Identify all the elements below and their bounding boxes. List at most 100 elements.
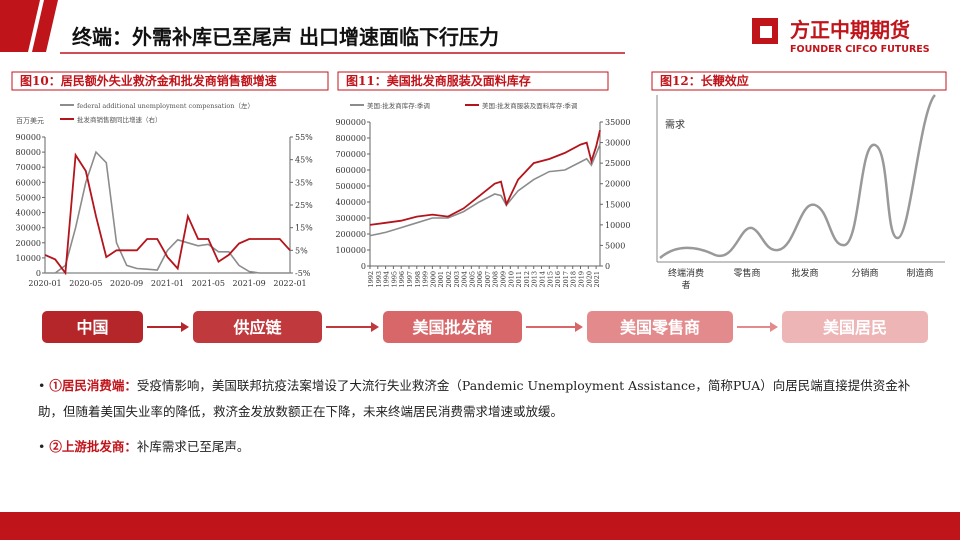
chart-title-box — [11, 71, 329, 91]
y-tick-label: 500000 — [335, 182, 366, 191]
x-tick-label: 1999 — [422, 271, 430, 288]
flow-box — [193, 311, 322, 343]
footer-bar — [0, 512, 960, 540]
x-tick-label: 2003 — [453, 271, 461, 288]
y-tick-label: 10000 — [16, 254, 41, 263]
series-line — [369, 129, 601, 226]
y2-tick-label: 25000 — [605, 159, 630, 168]
x-tick-label: 2016 — [554, 271, 562, 288]
bullet: • ①居民消费端：受疫情影响，美国联邦抗疫法案增设了大流行失业救济金（Pande… — [38, 378, 911, 419]
chart-title-box — [651, 71, 947, 91]
x-tick-label: 2004 — [461, 271, 469, 288]
flow-arrowhead — [575, 322, 583, 332]
y2-tick-label: 35000 — [605, 118, 630, 127]
x-tick-label: 2006 — [476, 271, 484, 288]
y-label: 需求 — [665, 119, 685, 131]
x-tick-label: 1994 — [383, 271, 391, 288]
x-tick-label: 1992 — [367, 271, 375, 288]
y-tick-label: 70000 — [16, 163, 41, 172]
x-tick-label: 2019 — [578, 271, 586, 288]
flow-box — [383, 311, 522, 343]
series-line — [44, 152, 291, 276]
y-tick-label: 800000 — [335, 134, 366, 143]
stage-label: 零售商 — [733, 267, 760, 279]
flow-label: 中国 — [76, 318, 108, 337]
y-tick-label: 40000 — [16, 209, 41, 218]
header-deco — [32, 0, 58, 52]
y-unit: 百万美元 — [16, 116, 44, 125]
flow-arrowhead — [181, 322, 189, 332]
brand: 方正中期期货 — [790, 18, 910, 42]
y2-tick-label: 35% — [295, 178, 313, 187]
bullet-text: 受疫情影响，美国联邦抗疫法案增设了大流行失业救济金（Pandemic Unemp… — [38, 378, 911, 419]
y-tick-label: 50000 — [16, 193, 41, 202]
y-tick-label: 900000 — [335, 118, 366, 127]
legend-label: 美国:批发商库存:季调 — [367, 101, 430, 110]
y2-tick-label: 20000 — [605, 180, 630, 189]
legend-label: 批发商销售额同比增速（右） — [77, 115, 162, 124]
bullet-lead: ②上游批发商： — [49, 439, 137, 454]
y2-tick-label: 55% — [295, 133, 313, 142]
legend-label: federal additional unemployment compensa… — [77, 101, 254, 110]
chart-title: 图10：居民额外失业救济金和批发商销售额增速 — [20, 73, 277, 88]
stage-label: 分销商 — [851, 267, 878, 279]
x-tick-label: 2012 — [523, 271, 531, 288]
y2-tick-label: 30000 — [605, 139, 630, 148]
y-tick-label: 100000 — [335, 246, 366, 255]
flow-arrowhead — [371, 322, 379, 332]
series-line — [369, 144, 601, 237]
stage-label: 终端消费者 — [668, 267, 704, 291]
flow-box — [782, 311, 928, 343]
flow-label: 供应链 — [232, 318, 282, 337]
flow-label: 美国居民 — [823, 318, 887, 337]
x-tick-label: 2000 — [429, 271, 437, 288]
x-tick-label: 2022-01 — [273, 279, 306, 288]
x-tick-label: 1997 — [406, 271, 414, 288]
y-tick-label: 30000 — [16, 224, 41, 233]
x-tick-label: 2021-09 — [233, 279, 266, 288]
y-tick-label: 20000 — [16, 239, 41, 248]
x-tick-label: 2002 — [445, 271, 453, 288]
y2-tick-label: 15% — [295, 224, 313, 233]
y-tick-label: 0 — [36, 269, 41, 278]
logo-icon — [760, 26, 772, 38]
x-tick-label: 1993 — [375, 271, 383, 288]
x-tick-label: 2009 — [500, 271, 508, 288]
y2-tick-label: 5% — [295, 246, 308, 255]
chart-title: 图12：长鞭效应 — [660, 73, 749, 88]
flow-arrowhead — [770, 322, 778, 332]
slide-title: 终端：外需补库已至尾声 出口增速面临下行压力 — [72, 25, 499, 49]
x-tick-label: 2015 — [546, 271, 554, 288]
flow-label: 美国零售商 — [620, 318, 700, 337]
x-tick-label: 1996 — [398, 271, 406, 288]
x-tick-label: 2020 — [585, 271, 593, 288]
x-tick-label: 2007 — [484, 271, 492, 288]
x-tick-label: 2018 — [570, 271, 578, 288]
y-tick-label: 200000 — [335, 230, 366, 239]
bullwhip-curve — [659, 94, 937, 259]
y2-tick-label: -5% — [295, 269, 311, 278]
x-tick-label: 2013 — [531, 271, 539, 288]
bullet-text: 补库需求已至尾声。 — [136, 439, 250, 454]
brand-en: FOUNDER CIFCO FUTURES — [790, 44, 930, 55]
stage-label: 制造商 — [906, 267, 933, 279]
x-tick-label: 2021-05 — [192, 279, 225, 288]
x-tick-label: 2014 — [539, 271, 547, 288]
y-tick-label: 700000 — [335, 150, 366, 159]
x-tick-label: 2010 — [507, 271, 515, 288]
bullet-lead: ①居民消费端： — [49, 378, 137, 393]
flow-label: 美国批发商 — [412, 318, 492, 337]
y-tick-label: 300000 — [335, 214, 366, 223]
x-tick-label: 2011 — [515, 271, 523, 288]
y2-tick-label: 0 — [605, 262, 610, 271]
x-tick-label: 2017 — [562, 271, 570, 288]
x-tick-label: 2020-09 — [110, 279, 143, 288]
x-tick-label: 2005 — [468, 271, 476, 288]
y2-tick-label: 25% — [295, 201, 313, 210]
y-tick-label: 400000 — [335, 198, 366, 207]
y-tick-label: 90000 — [16, 133, 41, 142]
y-tick-label: 0 — [361, 262, 366, 271]
y-tick-label: 80000 — [16, 148, 41, 157]
